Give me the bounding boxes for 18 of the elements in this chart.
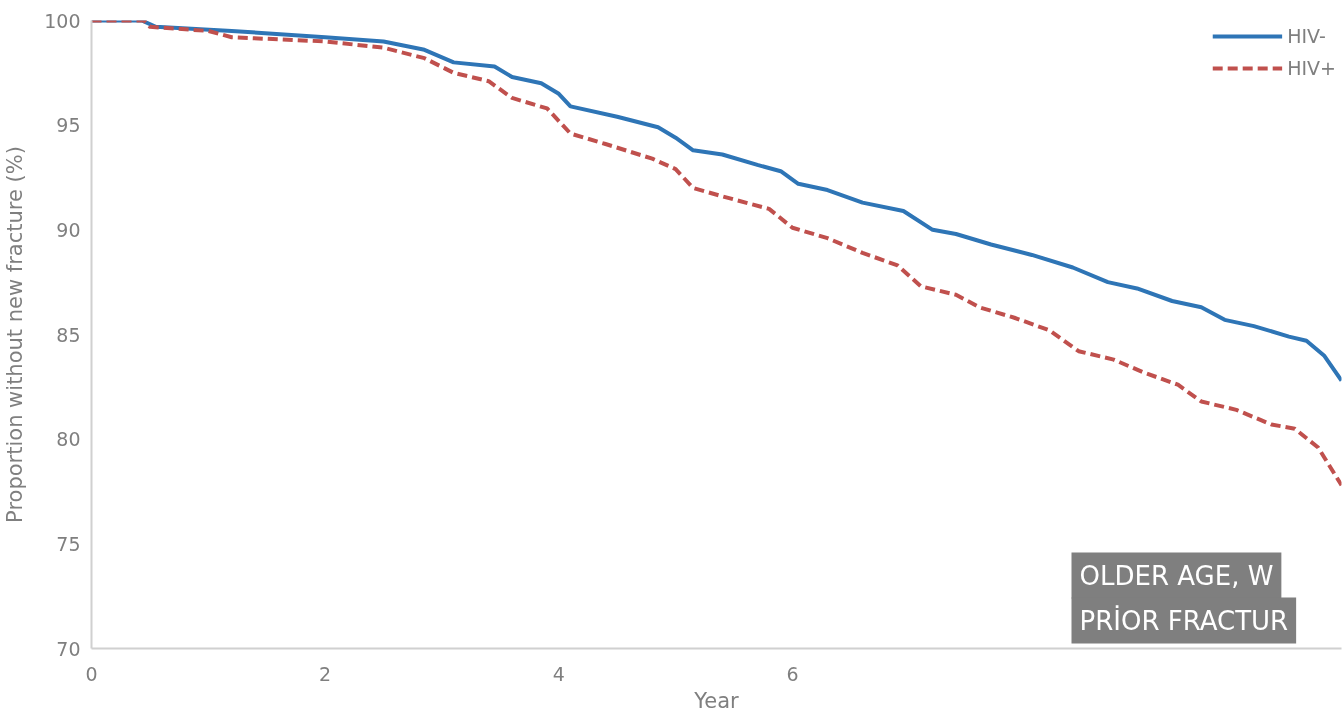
line-series: [91, 20, 1342, 488]
x-axis-title: Year: [693, 688, 740, 713]
y-tick-label: 95: [56, 114, 81, 137]
x-tick-label: 4: [552, 662, 565, 685]
annotation: PRİOR FRACTUR: [1079, 604, 1289, 636]
y-axis-title: Proportion without new fracture (%): [3, 146, 28, 523]
legend-label: HIV+: [1287, 57, 1336, 79]
legend-label: HIV-: [1287, 25, 1326, 47]
x-tick-label: 6: [786, 662, 799, 685]
y-tick-label: 75: [56, 532, 81, 555]
x-tick-label: 2: [319, 662, 332, 685]
x-tick-label: 0: [85, 662, 98, 685]
annotation: OLDER AGE, W: [1079, 560, 1274, 591]
y-tick-label: 80: [56, 428, 81, 451]
y-tick-label: 70: [56, 637, 81, 660]
y-tick-label: 85: [56, 323, 81, 346]
y-tick-label: 100: [44, 9, 81, 32]
y-tick-label: 90: [56, 218, 81, 241]
